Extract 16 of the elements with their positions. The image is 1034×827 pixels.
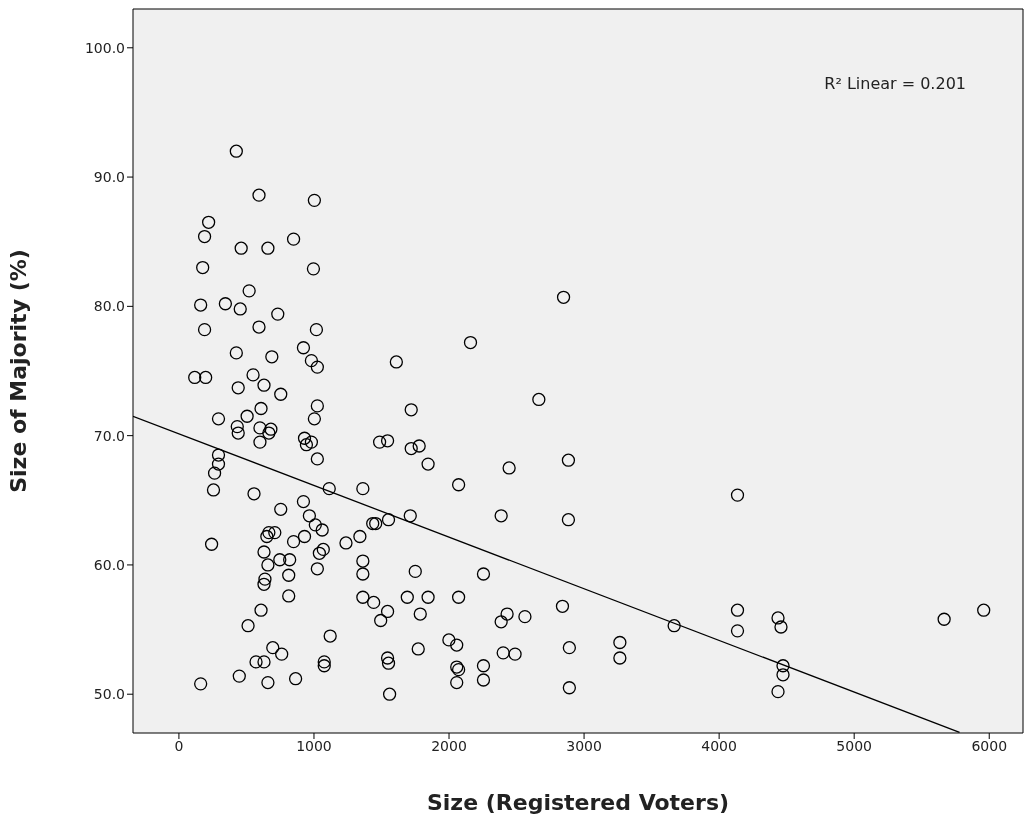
- y-tick-label: 100.0: [84, 39, 125, 56]
- x-tick-label: 5000: [836, 737, 872, 754]
- y-axis-title: Size of Majority (%): [5, 249, 31, 493]
- y-tick-label: 80.0: [93, 298, 125, 315]
- x-tick-label: 1000: [296, 737, 332, 754]
- x-tick-label: 0: [174, 737, 184, 754]
- y-tick-label: 70.0: [93, 427, 125, 444]
- y-tick-label: 60.0: [93, 556, 125, 573]
- x-tick-label: 4000: [701, 737, 737, 754]
- y-tick-label: 50.0: [93, 686, 125, 703]
- x-axis-title: Size (Registered Voters): [426, 790, 730, 815]
- y-tick-label: 90.0: [93, 169, 125, 186]
- x-tick-label: 3000: [566, 737, 602, 754]
- x-tick-label: 6000: [971, 737, 1008, 754]
- x-tick-label: 2000: [431, 737, 467, 754]
- annotation: R² Linear = 0.201: [824, 74, 966, 93]
